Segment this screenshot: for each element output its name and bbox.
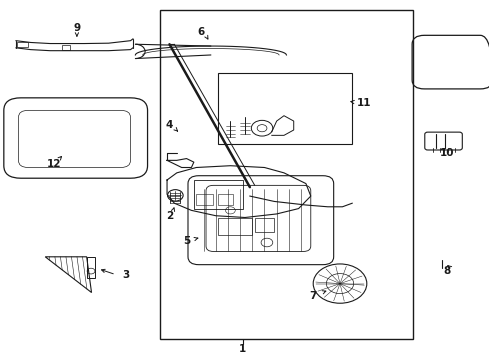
Bar — [196, 194, 213, 205]
Text: 4: 4 — [166, 120, 173, 130]
Text: 3: 3 — [122, 270, 129, 280]
Text: 5: 5 — [183, 236, 190, 246]
Text: 8: 8 — [443, 266, 451, 276]
Text: 10: 10 — [440, 148, 454, 158]
Text: 9: 9 — [74, 23, 80, 33]
Bar — [160, 10, 413, 339]
Bar — [218, 73, 352, 144]
Text: 1: 1 — [239, 343, 246, 354]
Bar — [218, 194, 233, 205]
Text: 12: 12 — [47, 159, 61, 169]
Bar — [255, 218, 274, 232]
Text: 2: 2 — [166, 211, 173, 221]
Text: 7: 7 — [310, 291, 317, 301]
Text: 6: 6 — [197, 27, 205, 37]
Bar — [87, 257, 96, 278]
Text: 11: 11 — [357, 98, 371, 108]
Bar — [194, 180, 243, 208]
Bar — [218, 217, 252, 235]
Bar — [62, 45, 70, 50]
Bar — [18, 42, 28, 47]
